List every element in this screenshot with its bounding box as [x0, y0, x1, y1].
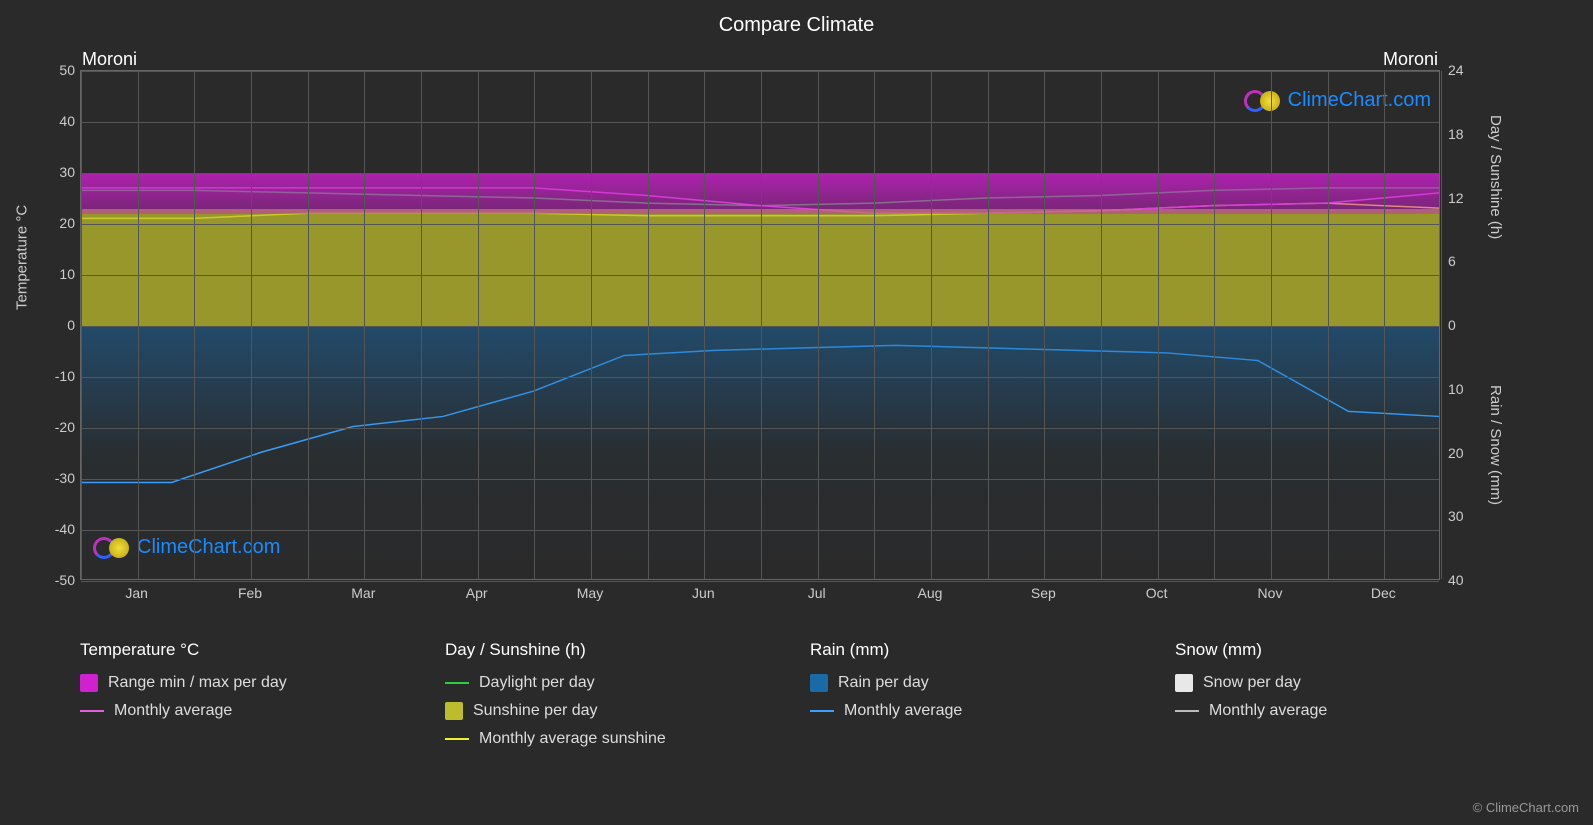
vgrid-line [1101, 71, 1102, 579]
legend-item-rain-perday: Rain per day [810, 674, 1155, 692]
ytick-right-bottom: 20 [1448, 445, 1488, 461]
legend-item-sunshine: Sunshine per day [445, 702, 790, 720]
xtick-month: Sep [1013, 585, 1073, 601]
xtick-month: Mar [333, 585, 393, 601]
vgrid-line [591, 71, 592, 579]
hgrid-line [81, 479, 1439, 480]
ytick-left: -40 [35, 521, 75, 537]
ytick-left: -50 [35, 572, 75, 588]
logo-icon [1244, 90, 1282, 112]
vgrid-line [1384, 71, 1385, 579]
hgrid-line [81, 377, 1439, 378]
xtick-month: Oct [1127, 585, 1187, 601]
ytick-right-top: 0 [1448, 317, 1488, 333]
xtick-month: Jul [787, 585, 847, 601]
ytick-right-top: 24 [1448, 62, 1488, 78]
hgrid-line [81, 530, 1439, 531]
ytick-left: -30 [35, 470, 75, 486]
xtick-month: Nov [1240, 585, 1300, 601]
legend-item-temp-avg: Monthly average [80, 702, 425, 720]
ytick-left: 20 [35, 215, 75, 231]
y-axis-right-bottom-label: Rain / Snow (mm) [1487, 385, 1504, 505]
hgrid-line [81, 122, 1439, 123]
ytick-right-bottom: 10 [1448, 381, 1488, 397]
legend-item-snow-avg: Monthly average [1175, 702, 1520, 720]
ytick-left: 40 [35, 113, 75, 129]
chart-title: Compare Climate [0, 0, 1593, 37]
vgrid-line [194, 71, 195, 579]
xtick-month: Jan [107, 585, 167, 601]
rain-band [81, 326, 1439, 581]
vgrid-line [1044, 71, 1045, 579]
hgrid-line [81, 275, 1439, 276]
hgrid-line [81, 581, 1439, 582]
legend-item-snow-perday: Snow per day [1175, 674, 1520, 692]
location-label-left: Moroni [82, 49, 137, 70]
vgrid-line [1271, 71, 1272, 579]
xtick-month: May [560, 585, 620, 601]
sunshine-band [81, 209, 1439, 326]
legend-item-sunshine-avg: Monthly average sunshine [445, 730, 790, 748]
xtick-month: Feb [220, 585, 280, 601]
ytick-left: 0 [35, 317, 75, 333]
legend-col-temperature: Temperature °C Range min / max per day M… [80, 640, 425, 748]
ytick-right-top: 18 [1448, 126, 1488, 142]
xtick-month: Jun [673, 585, 733, 601]
vgrid-line [988, 71, 989, 579]
ytick-left: 50 [35, 62, 75, 78]
vgrid-line [818, 71, 819, 579]
legend-col-snow: Snow (mm) Snow per day Monthly average [1175, 640, 1520, 748]
vgrid-line [1214, 71, 1215, 579]
ytick-left: 10 [35, 266, 75, 282]
legend-item-rain-avg: Monthly average [810, 702, 1155, 720]
plot-region: ClimeChart.com ClimeChart.com [80, 70, 1440, 580]
vgrid-line [1158, 71, 1159, 579]
ytick-right-top: 12 [1448, 190, 1488, 206]
vgrid-line [421, 71, 422, 579]
ytick-right-bottom: 40 [1448, 572, 1488, 588]
vgrid-line [648, 71, 649, 579]
ytick-left: 30 [35, 164, 75, 180]
ytick-right-bottom: 30 [1448, 508, 1488, 524]
hgrid-line [81, 71, 1439, 72]
vgrid-line [874, 71, 875, 579]
vgrid-line [704, 71, 705, 579]
vgrid-line [1328, 71, 1329, 579]
location-label-right: Moroni [1383, 49, 1438, 70]
ytick-left: -10 [35, 368, 75, 384]
hgrid-line [81, 326, 1439, 327]
y-axis-left-label: Temperature °C [14, 205, 31, 310]
legend-header: Snow (mm) [1175, 640, 1520, 660]
legend-item-temp-range: Range min / max per day [80, 674, 425, 692]
xtick-month: Aug [900, 585, 960, 601]
legend-col-rain: Rain (mm) Rain per day Monthly average [810, 640, 1155, 748]
xtick-month: Dec [1353, 585, 1413, 601]
legend-header: Rain (mm) [810, 640, 1155, 660]
vgrid-line [138, 71, 139, 579]
hgrid-line [81, 173, 1439, 174]
hgrid-line [81, 224, 1439, 225]
ytick-left: -20 [35, 419, 75, 435]
vgrid-line [931, 71, 932, 579]
vgrid-line [81, 71, 82, 579]
vgrid-line [761, 71, 762, 579]
temp-range-band [81, 173, 1439, 214]
chart-area: Moroni Moroni ClimeChart.com ClimeChart.… [80, 55, 1440, 615]
legend-item-daylight: Daylight per day [445, 674, 790, 692]
copyright-text: © ClimeChart.com [1473, 800, 1579, 815]
xtick-month: Apr [447, 585, 507, 601]
vgrid-line [364, 71, 365, 579]
vgrid-line [1441, 71, 1442, 579]
vgrid-line [251, 71, 252, 579]
vgrid-line [478, 71, 479, 579]
hgrid-line [81, 428, 1439, 429]
legend-header: Day / Sunshine (h) [445, 640, 790, 660]
vgrid-line [534, 71, 535, 579]
ytick-right-top: 6 [1448, 253, 1488, 269]
legend-col-daysun: Day / Sunshine (h) Daylight per day Suns… [445, 640, 790, 748]
legend-header: Temperature °C [80, 640, 425, 660]
vgrid-line [308, 71, 309, 579]
legend: Temperature °C Range min / max per day M… [80, 640, 1520, 748]
y-axis-right-top-label: Day / Sunshine (h) [1487, 115, 1504, 239]
